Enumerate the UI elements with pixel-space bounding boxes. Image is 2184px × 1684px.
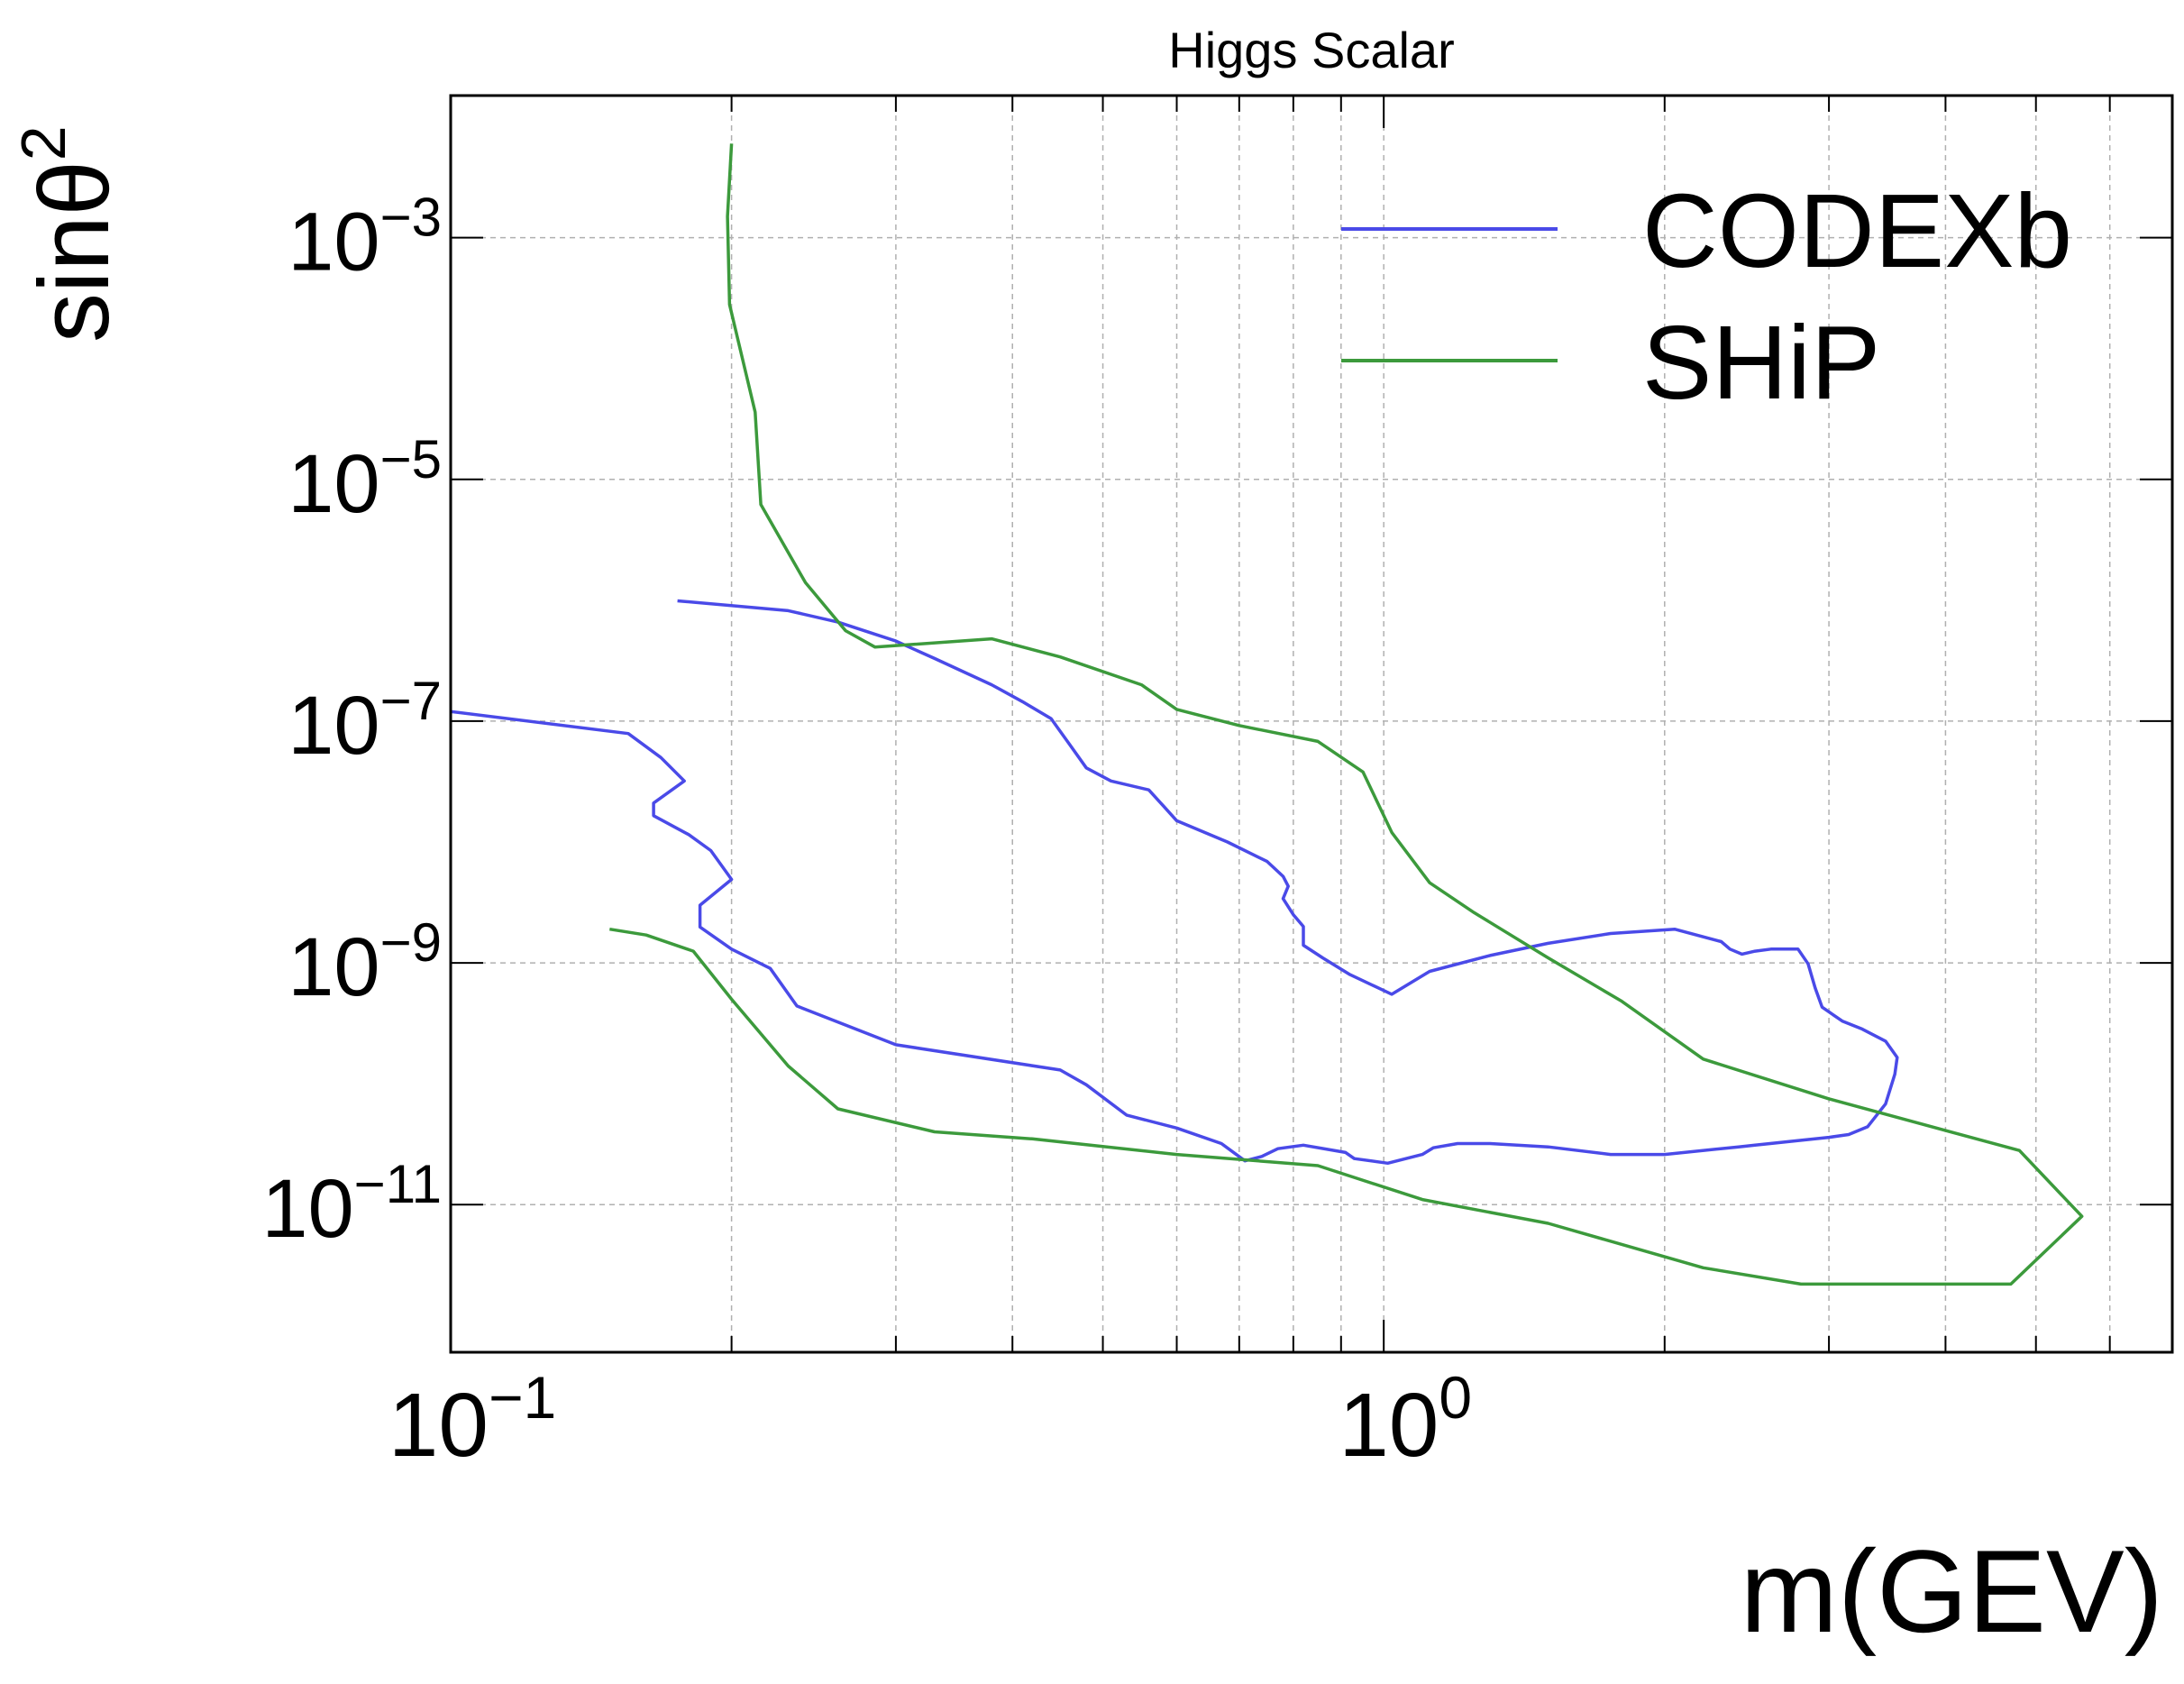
y-tick-label-base: 10 — [288, 438, 379, 530]
series-line-codexb — [450, 599, 1899, 1166]
y-tick-label-base: 10 — [288, 921, 379, 1013]
series-layer — [450, 143, 2084, 1286]
plot-frame — [449, 94, 2174, 1354]
y-tick-label-exponent: −9 — [380, 912, 442, 973]
y-tick-label: 10−5 — [288, 429, 442, 530]
y-axis-label: sinθ2 — [8, 125, 130, 343]
y-tick-label-exponent: −3 — [380, 188, 442, 248]
legend-label: SHiP — [1642, 304, 1880, 421]
y-tick-label: 10−7 — [288, 671, 442, 772]
y-tick-label: 10−9 — [288, 912, 442, 1013]
legend-label: CODEXb — [1642, 172, 2072, 289]
grid — [451, 96, 2172, 1352]
legend: CODEXb SHiP — [1341, 172, 2072, 421]
x-tick-label-exponent: −1 — [489, 1364, 556, 1431]
y-tick-label-base: 10 — [261, 1163, 353, 1255]
x-tick-label-base: 10 — [1339, 1375, 1439, 1476]
series-line-ship — [609, 143, 2084, 1286]
y-axis-label-superscript: 2 — [8, 125, 78, 160]
x-axis-label: m(GEV) — [1741, 1525, 2163, 1657]
y-tick-label-exponent: −5 — [380, 429, 442, 490]
y-tick-label-exponent: −7 — [380, 671, 442, 731]
y-tick-label-exponent: −11 — [354, 1154, 442, 1214]
x-tick-label: 100 — [1339, 1364, 1472, 1476]
x-tick-label: 10−1 — [388, 1364, 556, 1476]
y-tick-label-base: 10 — [288, 680, 379, 772]
x-tick-label-base: 10 — [388, 1375, 489, 1476]
chart-title: Higgs Scalar — [1168, 22, 1454, 78]
x-tick-label-exponent: 0 — [1439, 1364, 1472, 1431]
y-tick-label: 10−3 — [288, 188, 442, 288]
y-tick-label-base: 10 — [288, 197, 379, 288]
y-axis-label-text: sinθ — [19, 160, 130, 343]
y-tick-label: 10−11 — [261, 1154, 442, 1255]
